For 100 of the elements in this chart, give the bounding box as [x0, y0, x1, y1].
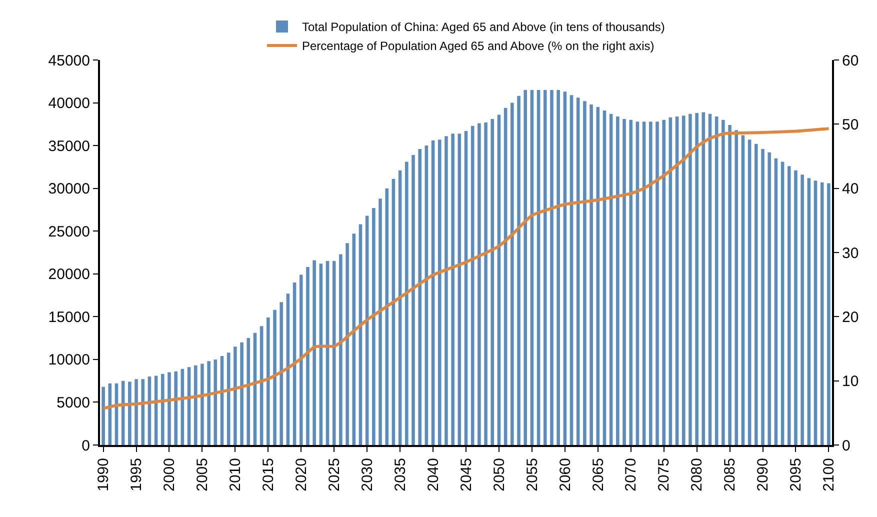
bar — [280, 302, 283, 445]
bar — [464, 131, 468, 445]
bar — [787, 166, 791, 445]
y2-tick-label: 10 — [842, 373, 859, 390]
bar — [451, 134, 454, 445]
bar — [794, 170, 798, 445]
x-tick-label: 2090 — [754, 458, 772, 492]
x-tick-label: 2055 — [524, 458, 541, 492]
y-tick-label: 15000 — [48, 308, 90, 326]
x-tick-label: 2030 — [358, 458, 376, 492]
bar — [412, 154, 415, 445]
bar — [339, 254, 342, 445]
x-tick-label: 2095 — [788, 458, 805, 492]
bar — [576, 98, 580, 445]
bar — [688, 114, 692, 445]
bar — [695, 113, 698, 445]
line-series — [102, 127, 830, 410]
bar — [510, 102, 514, 445]
bar — [418, 148, 422, 445]
bar — [596, 107, 600, 445]
bar — [800, 174, 804, 445]
bar — [504, 108, 508, 445]
bar — [346, 243, 349, 445]
bar — [438, 140, 442, 445]
bar — [194, 365, 198, 445]
bar — [642, 122, 646, 445]
legend-label: Percentage of Population Aged 65 and Above (% on the right axis) — [302, 39, 654, 54]
bar — [174, 371, 178, 445]
bar — [207, 361, 210, 445]
bar — [609, 114, 613, 445]
bar — [273, 310, 276, 445]
bar — [424, 146, 428, 445]
bar — [748, 140, 752, 445]
y-tick-label: 30000 — [48, 180, 90, 198]
x-tick-label: 2065 — [590, 458, 607, 492]
bar — [570, 95, 574, 445]
bar — [385, 188, 389, 445]
x-tick-label: 2020 — [293, 458, 310, 492]
bar — [556, 90, 560, 445]
bar — [754, 144, 758, 445]
bar — [543, 90, 547, 445]
y-tick-label: 25000 — [48, 223, 90, 240]
x-tick-label: 2100 — [820, 458, 838, 492]
y2-tick-label: 60 — [842, 52, 859, 70]
x-tick-label: 2010 — [227, 458, 244, 492]
bar — [636, 122, 640, 445]
y2-tick-label: 0 — [842, 437, 850, 454]
x-tick-label: 2045 — [458, 458, 475, 492]
bar — [761, 148, 764, 445]
bar — [332, 261, 336, 445]
x-tick-label: 2070 — [622, 458, 640, 492]
bar — [530, 90, 534, 445]
bar — [780, 162, 784, 445]
bar — [299, 274, 303, 445]
bar — [583, 101, 586, 445]
bar — [168, 372, 171, 445]
bar — [444, 136, 448, 445]
bar — [741, 135, 745, 445]
bar — [141, 379, 145, 445]
bar — [234, 346, 237, 445]
bar — [722, 120, 725, 445]
bar — [629, 120, 633, 445]
x-tick-label: 2005 — [194, 458, 212, 492]
y-tick-label: 0 — [82, 437, 90, 454]
bar — [668, 117, 672, 445]
bar — [649, 122, 652, 445]
y-tick-label: 20000 — [48, 266, 90, 284]
bar — [774, 158, 778, 445]
y-tick-label: 5000 — [56, 394, 90, 412]
bar — [728, 125, 732, 445]
bar — [134, 379, 138, 445]
y-tick-label: 10000 — [48, 352, 90, 369]
bar — [490, 119, 494, 445]
bar — [536, 90, 540, 445]
bar — [708, 114, 712, 445]
x-tick-label: 2015 — [260, 458, 278, 492]
bar — [246, 338, 250, 445]
bar — [702, 112, 706, 445]
bar — [306, 267, 310, 445]
x-tick-label: 2080 — [688, 458, 706, 492]
bar — [161, 374, 164, 445]
bar — [675, 116, 679, 445]
bar — [590, 104, 593, 445]
bar — [602, 110, 606, 445]
bar — [524, 90, 527, 445]
y-tick-label: 35000 — [48, 138, 90, 155]
bar — [497, 114, 501, 445]
legend-label: Total Population of China: Aged 65 and Above (in tens of thousands) — [302, 20, 665, 34]
bar — [768, 152, 771, 445]
bar — [470, 126, 474, 445]
x-tick-label: 2075 — [656, 458, 673, 492]
bar — [405, 162, 408, 445]
x-tick-label: 2025 — [326, 458, 343, 492]
bar — [431, 140, 435, 445]
bar — [563, 92, 567, 445]
bar — [392, 178, 396, 445]
bar — [827, 183, 830, 445]
bar — [656, 122, 659, 445]
bar — [734, 130, 738, 445]
bar — [807, 178, 811, 445]
